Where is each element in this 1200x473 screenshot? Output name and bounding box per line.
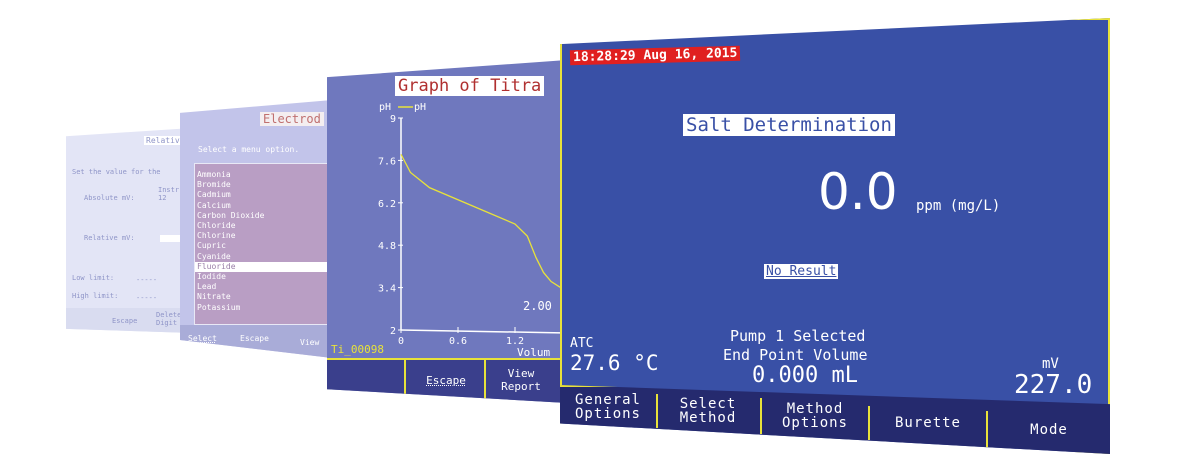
select-method-button[interactable]: Select Method xyxy=(656,394,758,428)
y-tick-label: 4.8 xyxy=(378,241,396,252)
electrode-list-item[interactable]: Chloride xyxy=(197,221,236,230)
electrode-list[interactable]: Ammonia Bromide Cadmium Calcium Carbon Dioxi… xyxy=(194,163,332,325)
endpoint-annotation: 2.00 xyxy=(523,299,552,313)
prompt-text: Set the value for the xyxy=(72,168,161,176)
low-limit-value: ----- xyxy=(136,276,158,284)
y-tick-label: 2 xyxy=(390,326,396,337)
temperature-value: 27.6 °C xyxy=(570,351,659,375)
atc-label: ATC xyxy=(570,336,594,351)
main-measurement-screen: 18:28:29 Aug 16, 2015 Salt Determination… xyxy=(560,18,1110,454)
low-limit-label: Low limit: xyxy=(72,274,115,282)
view-report-button[interactable]: View Report xyxy=(484,360,556,400)
graph-title: Graph of Titra xyxy=(395,76,545,96)
escape-button[interactable]: Escape xyxy=(404,360,486,400)
electrode-list-item[interactable]: Ammonia xyxy=(197,170,231,179)
titration-chart: 2 3.4 4.8 6.2 7.6 9 0 0.6 1.2 pH pH Volum 2.00 xyxy=(378,102,567,359)
delete-digit-button[interactable]: Delete Digit xyxy=(156,311,182,327)
electrode-list-item[interactable]: Bromide xyxy=(197,180,231,190)
x-axis xyxy=(400,329,567,334)
x-tick-label: 0 xyxy=(398,336,404,347)
prompt-text: Select a menu option. xyxy=(198,145,300,154)
x-tick-label: 0.6 xyxy=(449,336,467,347)
relative-mv-label: Relative mV: xyxy=(84,234,135,242)
electrode-list-item[interactable]: Lead xyxy=(197,282,217,292)
select-button[interactable]: Select xyxy=(188,334,217,343)
screen-title: Electrod xyxy=(260,112,324,126)
electrode-list-item[interactable]: Potassium xyxy=(197,302,241,312)
x-tick-label: 1.2 xyxy=(506,336,524,347)
endpoint-value: 0.000 mL xyxy=(752,363,858,388)
y-tick-label: 6.2 xyxy=(378,199,396,210)
reading-unit: ppm (mg/L) xyxy=(916,198,1001,214)
mv-label: mV xyxy=(1042,356,1059,372)
electrode-list-item[interactable]: Cupric xyxy=(197,241,226,251)
y-tick-label: 3.4 xyxy=(378,284,396,295)
method-title: Salt Determination xyxy=(683,114,895,136)
high-limit-value: ----- xyxy=(136,294,158,302)
titration-graph-screen: Graph of Titra 2 3.4 4.8 6.2 7.6 9 0 0.6 1.2 pH pH… xyxy=(327,60,567,403)
file-name: Ti_00098 xyxy=(331,343,384,356)
y-axis-label: pH xyxy=(379,102,391,113)
endpoint-label: End Point Volume xyxy=(723,346,868,364)
legend-label: pH xyxy=(414,102,426,113)
electrode-list-item[interactable]: Carbon Dioxide xyxy=(197,210,265,220)
settings-screen: Relative Set the value for the Absolute … xyxy=(66,128,192,333)
electrode-list-item[interactable]: Cadmium xyxy=(197,190,231,200)
absolute-mv-value: Instr 12 xyxy=(158,186,180,202)
electrode-list-item[interactable]: Calcium xyxy=(197,200,231,210)
mv-value: 227.0 xyxy=(1014,370,1093,400)
reading-value: 0.0 xyxy=(818,163,898,221)
mode-button[interactable]: Mode xyxy=(986,411,1110,449)
y-tick-label: 7.6 xyxy=(378,156,396,167)
electrode-list-item[interactable]: Chlorine xyxy=(197,231,236,241)
blank-softkey[interactable] xyxy=(327,360,404,400)
y-tick-label: 9 xyxy=(390,114,396,125)
electrode-list-item[interactable]: Nitrate xyxy=(197,292,231,302)
screen-title: Relative xyxy=(144,136,187,145)
electrode-list-item[interactable]: Iodide xyxy=(197,272,226,281)
electrode-list-item[interactable]: Fluoride xyxy=(195,261,332,272)
general-options-button[interactable]: General Options xyxy=(574,392,641,422)
absolute-mv-label: Absolute mV: xyxy=(84,194,135,202)
high-limit-label: High limit: xyxy=(72,292,119,300)
method-options-button[interactable]: Method Options xyxy=(760,398,868,434)
electrode-list-item[interactable]: Cyanide xyxy=(197,251,231,261)
footer-bar xyxy=(66,308,192,333)
ph-series-line xyxy=(400,154,567,292)
result-status: No Result xyxy=(764,264,839,279)
relative-mv-input[interactable] xyxy=(160,235,192,242)
burette-button[interactable]: Burette xyxy=(868,406,986,440)
escape-button[interactable]: Escape xyxy=(240,334,269,343)
escape-button[interactable]: Escape xyxy=(112,317,138,325)
view-button[interactable]: View xyxy=(300,338,320,347)
electrode-screen: Electrod Select a menu option. Ammonia Br… xyxy=(180,100,332,358)
pump-status: Pump 1 Selected xyxy=(730,327,866,345)
x-axis-label: Volum xyxy=(517,346,550,359)
